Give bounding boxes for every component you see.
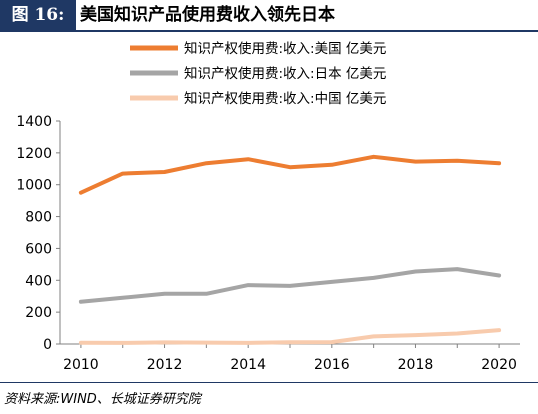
- series-1-point: [121, 172, 125, 176]
- series-1-point: [288, 165, 292, 169]
- series-3-point: [163, 340, 167, 344]
- x-tick-label: 2012: [147, 357, 183, 373]
- series-3-point: [372, 334, 376, 338]
- header-rule: [0, 30, 538, 32]
- y-tick-label: 200: [25, 305, 52, 321]
- y-tick-label: 1000: [16, 178, 52, 194]
- y-tick-label: 1400: [16, 114, 52, 130]
- series-1-point: [246, 157, 250, 161]
- series-3-point: [413, 333, 417, 337]
- y-tick-label: 1200: [16, 146, 52, 162]
- series-3-point: [246, 341, 250, 345]
- y-tick-label: 0: [43, 337, 52, 353]
- x-tick-label: 2016: [314, 357, 350, 373]
- y-tick-label: 800: [25, 210, 52, 226]
- series-2-point: [288, 284, 292, 288]
- series-3-point: [330, 340, 334, 344]
- series-2-point: [497, 274, 501, 278]
- legend-label-3: 知识产权使用费:收入:中国 亿美元: [184, 90, 386, 107]
- y-tick-label: 400: [25, 273, 52, 289]
- footer-rule: [0, 382, 538, 383]
- figure-header: 图 16: 美国知识产品使用费收入领先日本: [0, 0, 538, 30]
- series-3-point: [121, 341, 125, 345]
- series-1-point: [413, 160, 417, 164]
- y-tick-label: 600: [25, 241, 52, 257]
- series-2-point: [455, 267, 459, 271]
- series-line-1: [78, 154, 502, 195]
- series-2-point: [246, 283, 250, 287]
- series-3-point: [455, 331, 459, 335]
- series-3-point: [288, 340, 292, 344]
- series-1-point: [372, 155, 376, 159]
- legend-label-1: 知识产权使用费:收入:美国 亿美元: [184, 40, 386, 57]
- figure-title: 美国知识产品使用费收入领先日本: [80, 5, 335, 25]
- series-1-point: [497, 161, 501, 165]
- series-1-point: [163, 170, 167, 174]
- source-note: 资料来源:WIND、长城证券研究院: [4, 392, 201, 407]
- series-3-point: [497, 328, 501, 332]
- series-2-point: [372, 276, 376, 280]
- series-2-point: [163, 292, 167, 296]
- series-2-point: [204, 292, 208, 296]
- line-chart: 0 200 400 600 800 1000 1200 1400 2010 2012 2014 201…: [16, 40, 520, 373]
- series-1-point: [204, 161, 208, 165]
- legend-label-2: 知识产权使用费:收入:日本 亿美元: [184, 65, 386, 82]
- series-2-point: [79, 300, 83, 304]
- series-1-point: [79, 191, 83, 195]
- figure-label: 图 16:: [0, 0, 76, 30]
- x-tick-label: 2018: [398, 357, 434, 373]
- series-3-point: [79, 341, 83, 345]
- x-tick-label: 2014: [230, 357, 266, 373]
- series-2-point: [330, 280, 334, 284]
- x-tick-label: 2010: [63, 357, 99, 373]
- series-1-point: [455, 159, 459, 163]
- series-2-point: [121, 296, 125, 300]
- x-tick-label: 2020: [481, 357, 517, 373]
- series-3-point: [204, 341, 208, 345]
- series-1-point: [330, 163, 334, 167]
- series-2-point: [413, 270, 417, 274]
